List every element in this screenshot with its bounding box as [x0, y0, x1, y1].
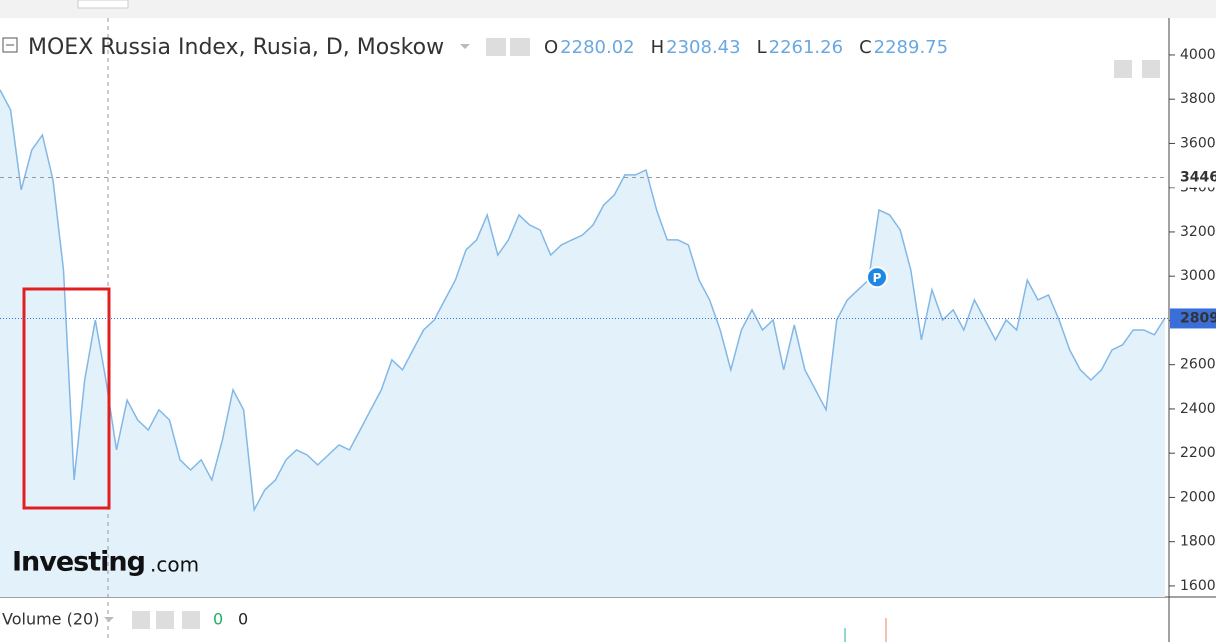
- toolbar: [0, 0, 1216, 18]
- y-tick-label: 2600: [1180, 357, 1216, 373]
- collapse-icon[interactable]: [2, 37, 18, 53]
- ohlc-value: 2289.75: [874, 37, 948, 58]
- chart-title: MOEX Russia Index, Rusia, D, Moskow: [28, 35, 444, 60]
- ohlc-value: 2308.43: [666, 37, 740, 58]
- volume-close-icon[interactable]: [182, 611, 200, 629]
- y-tick-label: 2200: [1180, 445, 1216, 461]
- arrow-updown-button[interactable]: [1142, 60, 1160, 78]
- volume-value: 0: [213, 610, 223, 629]
- price-level-badge: [1170, 308, 1216, 329]
- price-level-badge: [1170, 167, 1216, 188]
- y-tick-label: 3800: [1180, 91, 1216, 107]
- eye-icon[interactable]: [486, 38, 506, 56]
- y-tick-label: 2400: [1180, 401, 1216, 417]
- volume-title: Volume (20): [2, 610, 99, 629]
- plot-area: [0, 89, 1166, 598]
- ohlc-value: 2261.26: [769, 37, 843, 58]
- ohlc-letter: L: [757, 37, 767, 58]
- ohlc-values: O 2280.02 H 2308.43 L 2261.26 C 2289.75: [544, 37, 948, 58]
- price-line: [0, 89, 1166, 513]
- arrow-down-button[interactable]: [1114, 60, 1132, 78]
- volume-settings-icon[interactable]: [156, 611, 174, 629]
- ohlc-letter: H: [651, 37, 665, 58]
- marker-label: P: [873, 271, 882, 285]
- y-tick-label: 1600: [1180, 578, 1216, 594]
- brand-name: Investing: [12, 547, 145, 578]
- y-tick-label: 3600: [1180, 135, 1216, 151]
- y-tick-label: 3000: [1180, 268, 1216, 284]
- y-tick-label: 3200: [1180, 224, 1216, 240]
- ohlc-value: 2280.02: [560, 37, 634, 58]
- dropdown-arrow[interactable]: [460, 44, 470, 49]
- area-fill: [0, 89, 1165, 598]
- settings-icon[interactable]: [510, 38, 530, 56]
- ohlc-letter: O: [544, 37, 558, 58]
- y-tick-label: 4000: [1180, 47, 1216, 63]
- price-level-label: 2809: [1180, 310, 1216, 326]
- volume-value: 0: [238, 610, 248, 629]
- volume-eye-icon[interactable]: [132, 611, 150, 629]
- y-tick-label: 2000: [1180, 489, 1216, 505]
- price-level-label: 3446: [1180, 170, 1216, 186]
- y-tick-label: 1800: [1180, 534, 1216, 550]
- marker-dot: [866, 266, 888, 289]
- toolbar-button[interactable]: [77, 0, 129, 9]
- volume-dropdown[interactable]: [104, 617, 114, 622]
- ohlc-letter: C: [859, 37, 872, 58]
- highlight-box: [22, 287, 111, 510]
- brand-suffix: .com: [150, 553, 199, 577]
